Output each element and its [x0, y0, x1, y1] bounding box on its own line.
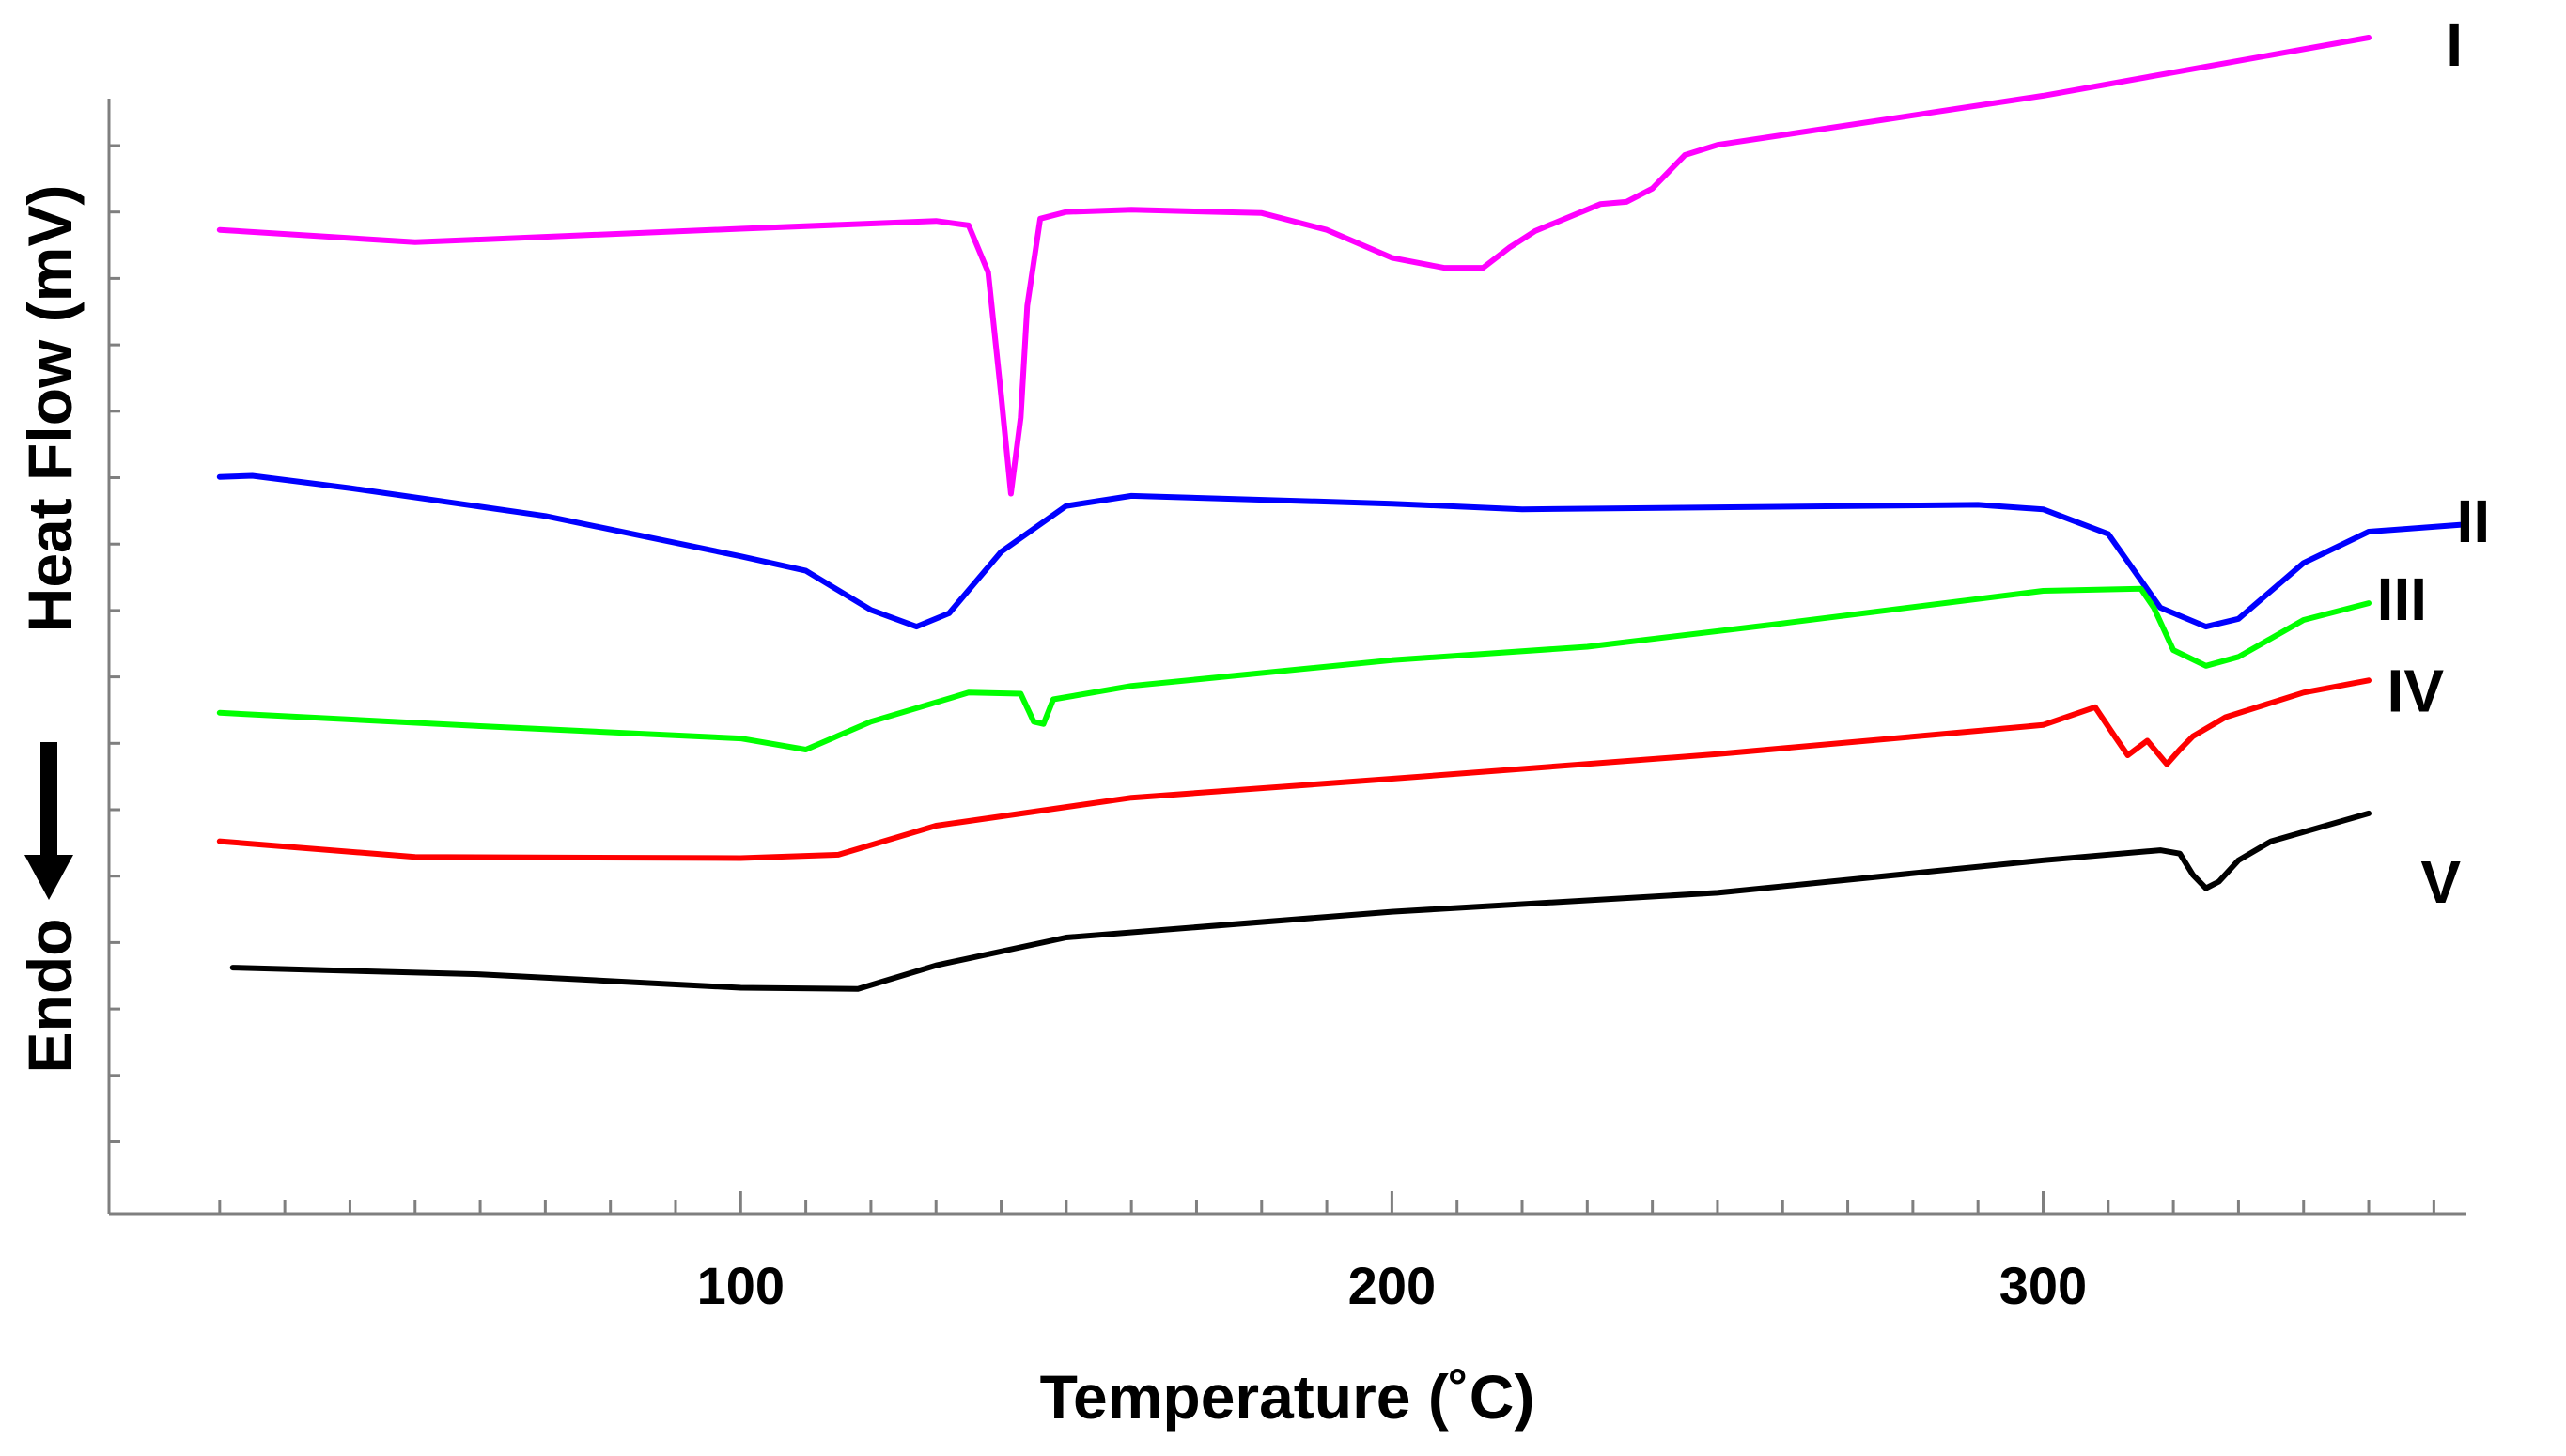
series-line-iv — [216, 677, 2372, 861]
series-line-iii — [216, 585, 2372, 752]
axes: 100 200 300 — [107, 99, 2466, 1315]
series-line-v — [229, 810, 2372, 992]
series-label-v: V — [2420, 848, 2461, 916]
x-tick-label: 100 — [697, 1256, 785, 1315]
endo-arrow-icon — [24, 742, 73, 900]
y-axis-ticks — [109, 144, 120, 1143]
series-label-iii: III — [2377, 565, 2427, 633]
x-tick-labels: 100 200 300 — [697, 1256, 2088, 1315]
series-label-iv: IV — [2387, 657, 2445, 724]
endo-label: Endo — [15, 919, 85, 1074]
series-label-i: I — [2446, 11, 2463, 79]
series-line-i — [216, 35, 2372, 497]
series-line-ii — [216, 472, 2464, 630]
x-axis-ticks — [218, 1191, 2435, 1214]
y-axis-title: Heat Flow (mV) — [15, 185, 85, 633]
series-curves — [216, 35, 2464, 992]
x-tick-label: 300 — [1999, 1256, 2087, 1315]
x-axis-title: Temperature (˚C) — [1040, 1362, 1535, 1432]
series-label-ii: II — [2457, 488, 2491, 555]
x-tick-label: 200 — [1348, 1256, 1436, 1315]
